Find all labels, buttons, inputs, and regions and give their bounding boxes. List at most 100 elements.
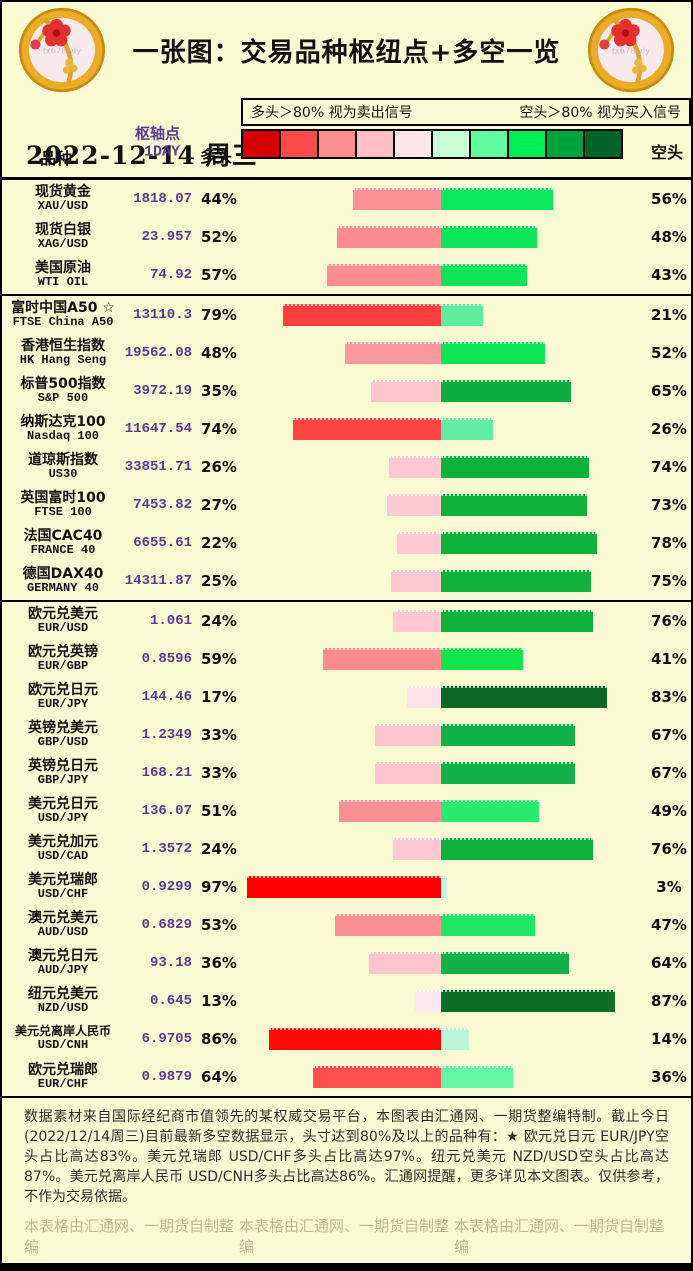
instrument-name: 澳元兑美元 <box>28 910 98 927</box>
watermark-row: 本表格由汇通网、一期货自制整编 本表格由汇通网、一期货自制整编 本表格由汇通网、… <box>24 1215 669 1257</box>
watermark: 本表格由汇通网、一期货自制整编 <box>24 1217 235 1257</box>
scale-swatch <box>317 129 357 159</box>
long-bar <box>335 914 441 936</box>
short-percent: 76% <box>651 612 687 630</box>
short-percent: 87% <box>651 992 687 1010</box>
sentiment-bar <box>241 456 641 478</box>
pivot-value: 33851.71 <box>124 459 192 475</box>
instrument-cell: 现货黄金 XAU/USD <box>6 184 120 214</box>
instrument-cell: 纳斯达克100 Nasdaq 100 <box>6 414 120 444</box>
pivot-value: 6.9705 <box>141 1031 192 1047</box>
instrument-cell: 欧元兑日元 EUR/JPY <box>6 682 120 712</box>
table-row: 现货白银 XAG/USD 23.957 52% 48% <box>2 218 691 256</box>
instrument-name: 富时中国A50 ☆ <box>11 300 115 317</box>
short-bar <box>441 990 615 1012</box>
instrument-code: GBP/JPY <box>37 773 89 788</box>
instrument-cell: 英镑兑日元 GBP/JPY <box>6 758 120 788</box>
pivot-value: 0.9879 <box>141 1069 192 1085</box>
long-percent: 13% <box>201 992 237 1010</box>
sentiment-bar <box>241 1028 641 1050</box>
instrument-name: 现货白银 <box>35 222 91 239</box>
column-header-short: 空头 <box>650 143 683 162</box>
long-percent: 53% <box>201 916 237 934</box>
scale-swatch <box>241 129 281 159</box>
short-bar <box>441 532 597 554</box>
rows-container: 现货黄金 XAU/USD 1818.07 44% 56% 现货白银 XAG/US… <box>2 180 691 1096</box>
short-percent: 21% <box>651 306 687 324</box>
sentiment-bar <box>241 418 641 440</box>
coin-logo-icon: fx678 yly <box>18 7 106 93</box>
report-date: 2022-12-14 周三 <box>26 141 258 170</box>
long-bar <box>345 342 441 364</box>
pivot-value: 1.3572 <box>141 841 192 857</box>
instrument-name: 香港恒生指数 <box>21 338 105 355</box>
instrument-name: 英国富时100 <box>20 490 106 507</box>
instrument-code: WTI OIL <box>37 275 89 290</box>
sentiment-bar <box>241 876 641 898</box>
long-percent: 24% <box>201 840 237 858</box>
short-bar <box>441 724 575 746</box>
pivot-value: 1.061 <box>149 613 192 629</box>
short-percent: 64% <box>651 954 687 972</box>
instrument-code: S&P 500 <box>37 391 89 406</box>
short-bar <box>441 1066 513 1088</box>
instrument-code: USD/CAD <box>37 849 89 864</box>
long-bar <box>397 532 441 554</box>
instrument-code: USD/CHF <box>37 887 89 902</box>
long-percent: 74% <box>201 420 237 438</box>
instrument-name: 欧元兑日元 <box>28 682 98 699</box>
sentiment-bar <box>241 838 641 860</box>
instrument-code: US30 <box>48 467 78 482</box>
short-percent: 36% <box>651 1068 687 1086</box>
long-bar <box>393 838 441 860</box>
title-band: fx678 yly 一张图：交易品种枢纽点+多空一览 fx678 yly <box>2 2 691 98</box>
pivot-value: 0.645 <box>149 993 192 1009</box>
table-row: 纳斯达克100 Nasdaq 100 11647.54 74% 26% <box>2 410 691 448</box>
instrument-name: 美元兑日元 <box>28 796 98 813</box>
table-row: 欧元兑日元 EUR/JPY 144.46 17% 83% <box>2 678 691 716</box>
short-percent: 47% <box>651 916 687 934</box>
instrument-code: XAG/USD <box>37 237 89 252</box>
long-bar <box>375 724 441 746</box>
long-percent: 97% <box>201 878 237 896</box>
legend-long-rule: 多头＞80% 视为卖出信号 <box>251 105 413 121</box>
sentiment-bar <box>241 686 641 708</box>
pivot-value: 11647.54 <box>124 421 192 437</box>
long-percent: 79% <box>201 306 237 324</box>
table-row: 富时中国A50 ☆ FTSE China A50 13110.3 79% 21% <box>2 296 691 334</box>
short-percent: 14% <box>651 1030 687 1048</box>
sentiment-bar <box>241 1066 641 1088</box>
sentiment-bar <box>241 610 641 632</box>
footer: 数据素材来自国际经纪商市值领先的某权威交易平台，本图表由汇通网、一期货整编特制。… <box>2 1096 691 1263</box>
color-scale <box>241 129 623 159</box>
sentiment-bar <box>241 532 641 554</box>
short-percent: 74% <box>651 458 687 476</box>
short-bar <box>441 686 607 708</box>
instrument-name: 欧元兑瑞郎 <box>28 1062 98 1079</box>
pivot-value: 74.92 <box>149 267 192 283</box>
long-percent: 86% <box>201 1030 237 1048</box>
legend-box: 多头＞80% 视为卖出信号 空头＞80% 视为买入信号 <box>241 98 691 126</box>
table-row: 美元兑加元 USD/CAD 1.3572 24% 76% <box>2 830 691 868</box>
instrument-name: 澳元兑日元 <box>28 948 98 965</box>
instrument-code: EUR/JPY <box>37 697 89 712</box>
instrument-cell: 澳元兑美元 AUD/USD <box>6 910 120 940</box>
pivot-value: 3972.19 <box>133 383 192 399</box>
instrument-name: 美国原油 <box>35 260 91 277</box>
instrument-name: 欧元兑英镑 <box>28 644 98 661</box>
scale-swatch <box>431 129 471 159</box>
long-bar <box>387 494 441 516</box>
pivot-value: 7453.82 <box>133 497 192 513</box>
column-header-instrument: 品种 <box>40 149 73 168</box>
section-divider <box>2 600 691 602</box>
instrument-name: 德国DAX40 <box>22 566 104 583</box>
long-percent: 52% <box>201 228 237 246</box>
scale-swatch <box>355 129 395 159</box>
table-row: 英镑兑日元 GBP/JPY 168.21 33% 67% <box>2 754 691 792</box>
long-bar <box>415 990 441 1012</box>
table-row: 澳元兑日元 AUD/JPY 93.18 36% 64% <box>2 944 691 982</box>
short-percent: 48% <box>651 228 687 246</box>
table-row: 香港恒生指数 HK Hang Seng 19562.08 48% 52% <box>2 334 691 372</box>
long-bar <box>391 570 441 592</box>
